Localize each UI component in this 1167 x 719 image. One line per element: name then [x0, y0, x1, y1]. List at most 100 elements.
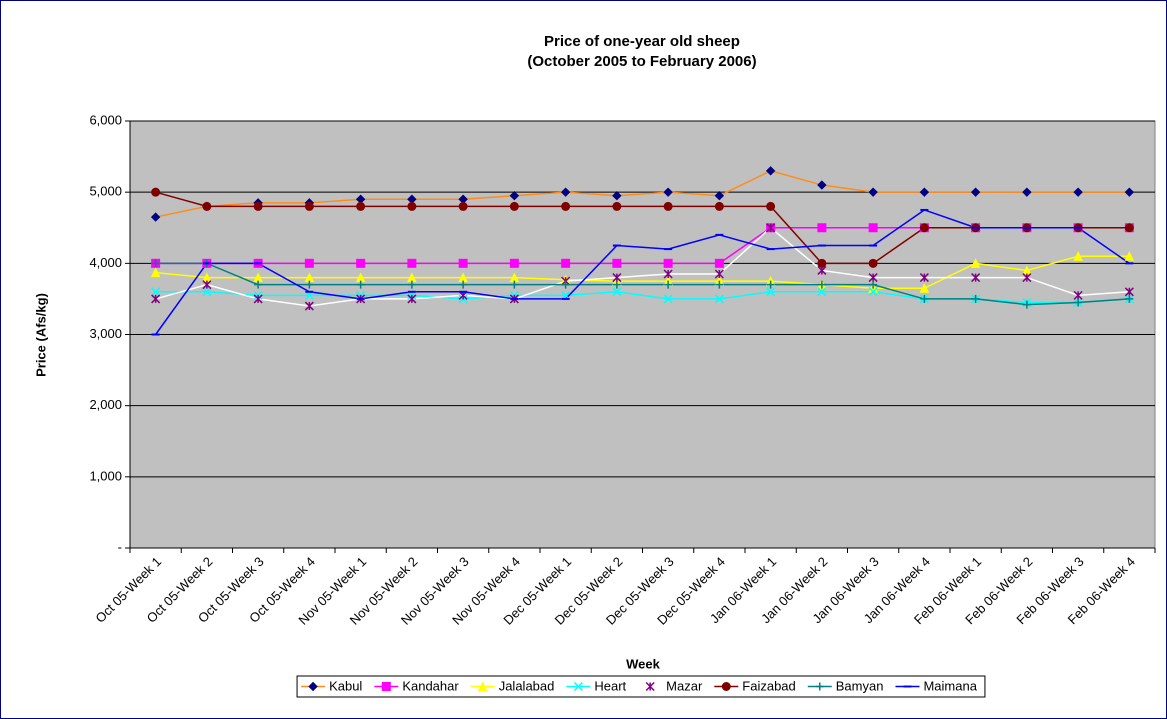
y-tick-label: 6,000	[89, 112, 122, 127]
marker	[459, 280, 468, 289]
marker	[663, 269, 673, 279]
y-tick-label: -	[118, 539, 122, 554]
series-line	[155, 262, 1130, 306]
series-line	[155, 226, 1130, 307]
marker	[573, 681, 583, 692]
marker	[868, 223, 878, 233]
marker	[664, 280, 673, 289]
marker	[151, 287, 161, 297]
marker	[714, 191, 725, 201]
marker	[407, 294, 417, 304]
marker	[561, 258, 571, 268]
marker	[612, 191, 622, 201]
marker	[817, 223, 827, 233]
marker	[766, 223, 776, 233]
legend-label: Maimana	[923, 678, 977, 693]
legend-label: Kandahar	[402, 678, 459, 693]
marker	[1124, 187, 1135, 197]
y-tick-label: 5,000	[89, 184, 122, 199]
y-tick-label: 1,000	[89, 468, 122, 483]
marker	[970, 258, 981, 268]
marker	[253, 294, 263, 304]
marker	[305, 280, 314, 289]
marker	[766, 287, 776, 297]
series-line	[155, 209, 1130, 335]
marker	[308, 681, 318, 692]
marker	[304, 258, 314, 268]
legend-label: Faizabad	[742, 678, 795, 693]
marker	[356, 258, 366, 268]
legend-item: Maimana	[895, 678, 978, 693]
marker	[356, 201, 366, 211]
marker	[1124, 287, 1134, 297]
marker	[407, 280, 416, 289]
marker	[868, 187, 878, 197]
legend-label: Bamyan	[836, 678, 884, 693]
marker	[150, 267, 161, 278]
chart-subtitle: (October 2005 to February 2006)	[527, 53, 756, 70]
marker	[254, 280, 263, 289]
marker	[612, 287, 622, 297]
marker	[721, 682, 731, 691]
marker	[919, 273, 929, 283]
marker	[1125, 294, 1134, 303]
marker	[253, 201, 263, 211]
legend-label: Jalalabad	[499, 678, 555, 693]
marker	[971, 273, 981, 283]
y-axis-label: Price (Afs/kg)	[33, 293, 48, 377]
marker	[407, 258, 417, 268]
marker	[1022, 187, 1032, 197]
marker	[868, 273, 878, 283]
legend-item: Kandahar	[374, 678, 459, 693]
marker	[612, 280, 621, 289]
marker	[919, 283, 930, 293]
legend-item: Kabul	[301, 678, 362, 693]
marker	[817, 180, 827, 190]
marker	[1124, 251, 1135, 261]
marker	[714, 294, 724, 304]
marker	[510, 280, 519, 289]
legend-item: Jalalabad	[470, 678, 555, 693]
marker	[645, 681, 655, 692]
marker	[407, 201, 417, 211]
marker	[612, 258, 622, 268]
marker	[1073, 187, 1083, 197]
marker	[151, 294, 161, 304]
y-tick-label: 4,000	[89, 255, 122, 270]
marker	[817, 258, 827, 268]
marker	[477, 681, 488, 691]
marker	[765, 166, 776, 176]
legend-item: Heart	[566, 678, 627, 693]
marker	[663, 201, 673, 211]
marker	[1073, 290, 1083, 300]
marker	[919, 223, 929, 233]
marker	[1124, 223, 1134, 233]
marker	[869, 280, 878, 289]
chart-title: Price of one-year old sheep	[544, 33, 740, 50]
marker	[815, 682, 824, 691]
marker	[1074, 298, 1083, 307]
marker	[971, 294, 980, 303]
marker	[202, 287, 212, 297]
marker	[458, 201, 468, 211]
x-axis-label: Week	[626, 656, 660, 671]
legend-label: Mazar	[666, 678, 703, 693]
marker	[151, 187, 161, 197]
y-tick-label: 2,000	[89, 397, 122, 412]
legend-item: Bamyan	[807, 678, 884, 693]
marker	[612, 273, 622, 283]
marker	[663, 294, 673, 304]
legend: Kabul Kandahar Jalalabad Heart Mazar Faizabad…	[296, 675, 986, 698]
marker	[715, 280, 724, 289]
marker	[1073, 251, 1083, 261]
marker	[202, 201, 212, 211]
marker	[381, 682, 391, 691]
marker	[356, 280, 365, 289]
marker	[1022, 273, 1032, 283]
marker	[714, 269, 724, 279]
marker	[766, 280, 775, 289]
marker	[663, 258, 673, 268]
marker	[151, 259, 160, 268]
